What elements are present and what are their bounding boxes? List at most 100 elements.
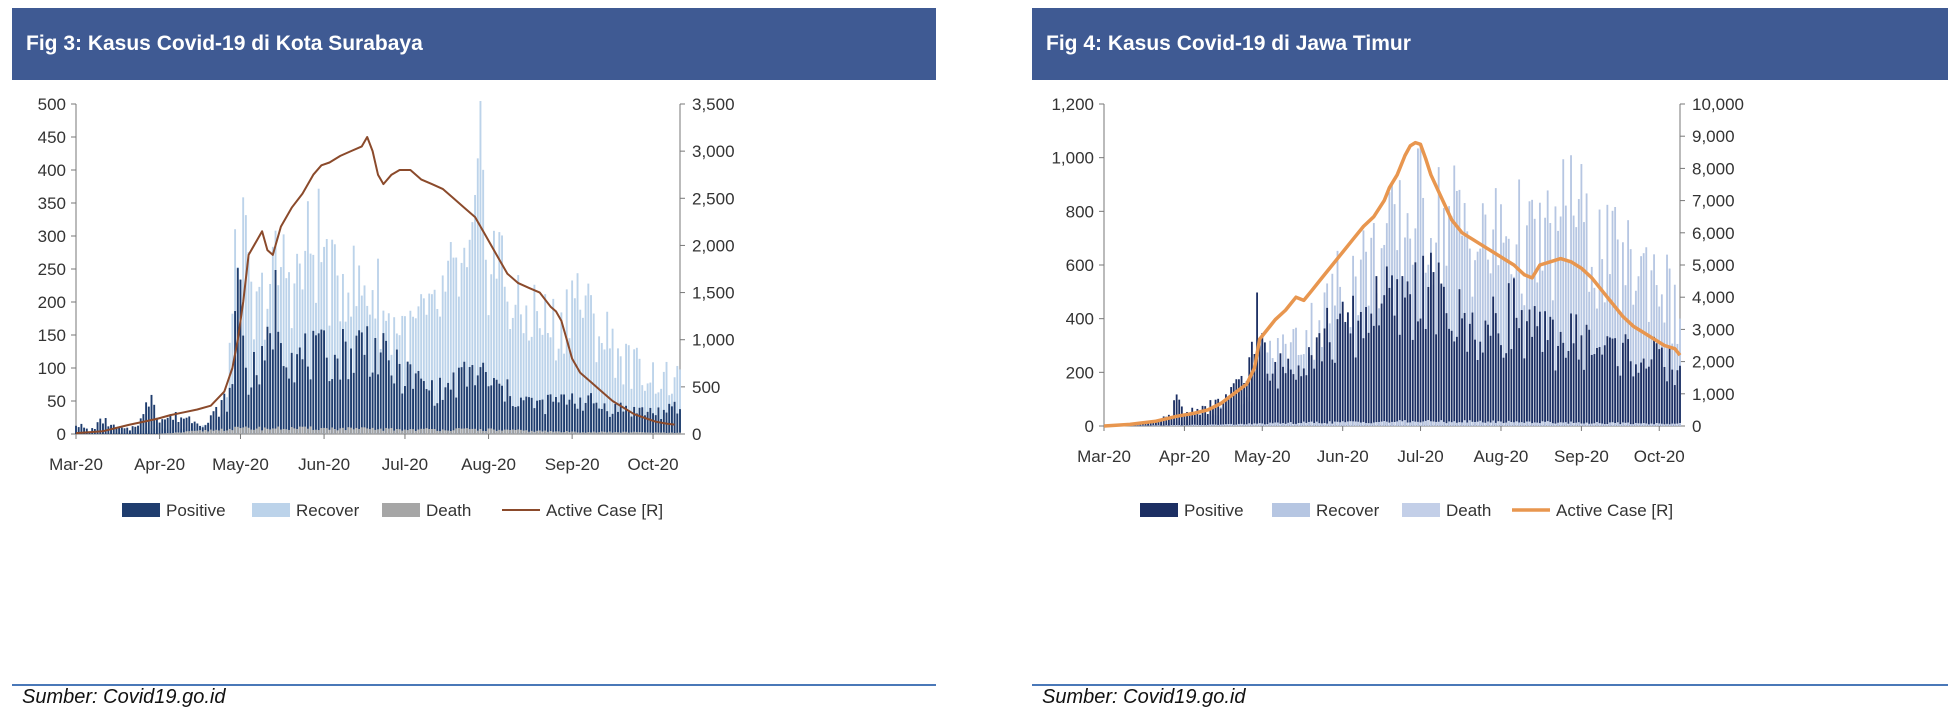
y-tick-label-right: 3,000	[692, 142, 735, 161]
bar-positive	[336, 358, 339, 434]
bar-positive	[1209, 400, 1212, 426]
bar-positive	[77, 427, 80, 434]
bar-death	[387, 428, 390, 434]
bar-recover	[1479, 248, 1482, 426]
bar-death	[1660, 423, 1663, 426]
bar-death	[231, 430, 234, 434]
bar-positive	[1271, 373, 1274, 426]
bar-positive	[638, 407, 641, 434]
bar-death	[1435, 421, 1438, 426]
bar-recover	[576, 273, 579, 434]
bar-positive	[1393, 315, 1396, 426]
legend: Positive Recover Death Active Case [R]	[122, 501, 663, 520]
legend-label: Recover	[296, 501, 360, 520]
bar-positive	[1318, 333, 1321, 426]
bar-positive	[1492, 296, 1495, 426]
bar-recover	[285, 278, 288, 434]
bar-death	[1258, 423, 1261, 426]
bar-death	[180, 432, 183, 434]
bar-death	[1551, 423, 1554, 426]
bar-death	[425, 428, 428, 434]
bar-positive	[1658, 349, 1661, 426]
bar-positive	[1541, 351, 1544, 426]
bar-positive	[255, 375, 258, 434]
bar-death	[479, 429, 482, 434]
bar-recover	[282, 234, 285, 434]
bar-positive	[352, 372, 355, 434]
bar-death	[1349, 421, 1352, 426]
bar-death	[390, 428, 393, 434]
bar-positive	[282, 366, 285, 434]
bar-death	[1388, 422, 1391, 426]
bar-death	[590, 432, 592, 434]
bar-death	[557, 431, 560, 434]
bar-death	[493, 429, 495, 434]
bar-positive	[503, 401, 506, 434]
bar-positive	[1149, 421, 1152, 426]
bar-death	[1668, 424, 1671, 426]
bar-positive	[164, 419, 166, 434]
bar-recover	[1629, 249, 1632, 426]
bar-death	[368, 429, 371, 434]
bar-positive	[447, 382, 450, 434]
bar-death	[468, 429, 471, 434]
bar-positive	[75, 425, 77, 434]
bar-recover	[627, 345, 630, 434]
bar-recover	[476, 158, 479, 435]
bar-death	[1513, 422, 1515, 426]
x-tick-label: Oct-20	[1634, 447, 1685, 466]
bar-recover	[1453, 165, 1456, 426]
bar-positive	[1378, 325, 1380, 426]
bar-death	[1484, 422, 1487, 426]
bar-death	[277, 426, 280, 434]
bar-recover	[557, 348, 560, 434]
bar-positive	[395, 349, 398, 434]
bar-positive	[1609, 337, 1611, 426]
bar-death	[1212, 424, 1214, 426]
bar-positive	[83, 427, 86, 434]
bar-recover	[336, 275, 339, 434]
bar-positive	[1289, 369, 1292, 426]
bar-recover	[565, 289, 568, 434]
bar-death	[244, 426, 247, 434]
bar-death	[182, 432, 185, 434]
bar-death	[617, 432, 619, 434]
chart-svg-jawa-timur: 0 200 400 600 800 1,000 1,200 0 1,000 2,000 3,000 4…	[1051, 95, 1744, 520]
bar-death	[271, 428, 274, 434]
bar-positive	[139, 418, 142, 434]
bar-death	[250, 429, 253, 434]
bar-positive	[444, 387, 447, 434]
bar-death	[1375, 422, 1378, 426]
bar-death	[1326, 423, 1329, 426]
bar-death	[1383, 421, 1386, 426]
bar-death	[172, 432, 175, 434]
bar-death	[1533, 422, 1536, 426]
bar-positive	[1536, 326, 1539, 426]
bar-positive	[668, 403, 671, 434]
bar-death	[325, 428, 328, 434]
bar-positive	[1261, 333, 1264, 426]
bar-death	[1634, 422, 1637, 426]
bar-positive	[1334, 362, 1336, 426]
bar-positive	[1422, 255, 1425, 426]
bar-death	[1409, 422, 1412, 426]
bar-positive	[422, 381, 425, 434]
bar-death	[207, 431, 210, 434]
bar-death	[1502, 423, 1505, 426]
bar-positive	[134, 426, 137, 434]
bar-death	[1536, 422, 1539, 426]
bar-death	[1526, 421, 1528, 426]
bar-positive	[1173, 400, 1175, 426]
bar-death	[1204, 425, 1207, 426]
bar-positive	[1175, 394, 1178, 426]
bar-death	[641, 432, 644, 434]
bar-death	[1538, 423, 1541, 426]
bar-death	[377, 429, 379, 434]
bar-death	[1378, 421, 1380, 426]
bar-positive	[1526, 321, 1528, 426]
bar-recover	[471, 222, 474, 434]
bar-recover	[1562, 159, 1565, 427]
bar-recover	[333, 244, 336, 434]
bar-death	[654, 432, 657, 434]
bar-positive	[587, 395, 590, 434]
